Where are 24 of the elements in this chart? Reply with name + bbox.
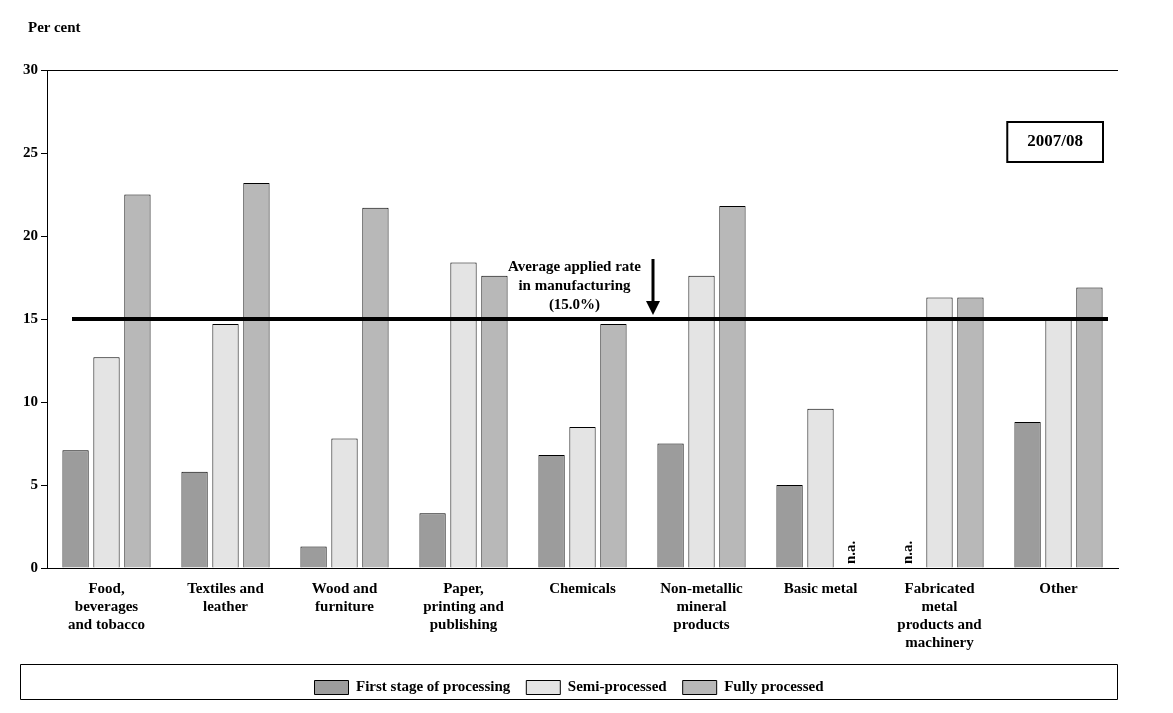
y-axis-title: Per cent (28, 18, 81, 35)
legend-label: Fully processed (724, 678, 825, 695)
annotation: n.a. (842, 540, 859, 564)
y-tick-label: 20 (23, 226, 38, 243)
x-tick-label: Food, beverages and tobacco (67, 579, 146, 632)
annotation: n.a. (899, 540, 916, 564)
y-tick-label: 0 (30, 558, 38, 575)
x-tick-label: Paper, printing and publishing (423, 579, 505, 632)
x-tick-label: Textiles and leather (187, 579, 265, 614)
y-tick-label: 10 (23, 392, 38, 409)
annotation: 2007/08 (1027, 131, 1084, 151)
y-tick-label: 15 (23, 309, 38, 326)
y-tick-label: 30 (23, 60, 38, 77)
x-tick-label: Other (1039, 579, 1078, 596)
legend-label: First stage of processing (356, 678, 511, 695)
x-tick-label: Chemicals (549, 579, 616, 596)
x-tick-label: Fabricated metal products and machinery (897, 579, 983, 650)
y-tick-label: 5 (30, 475, 38, 492)
x-tick-label: Basic metal (783, 579, 858, 596)
ref-line-label: Average applied rate in manufacturing (15.0%) (507, 257, 642, 313)
legend-label: Semi-processed (567, 678, 668, 695)
x-tick-label: Wood and furniture (311, 579, 378, 614)
y-tick-label: 25 (23, 143, 38, 160)
x-tick-label: Non-metallic mineral products (660, 579, 744, 632)
